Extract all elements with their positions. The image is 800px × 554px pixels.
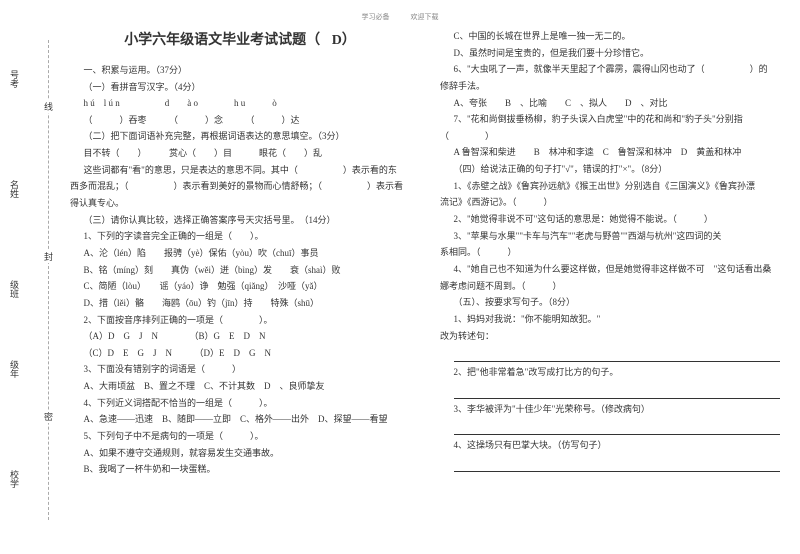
answer-line [454,460,781,472]
answer-line [454,387,781,399]
title-sub: D） [332,33,356,48]
question: 2、下面按音序排列正确的一项是（ ）。 [70,312,410,329]
subsection: （四）给说法正确的句子打"√"，错误的打"×"。（8分） [440,161,780,178]
text-line: 修辞手法。 [440,78,780,95]
text-line: 西多而混乱；（ ）表示看到美好的景物而心情舒畅；（ ）表示看 [70,178,410,195]
subsection: （二）把下面词语补充完整，再根据词语表达的意思填空。（3分） [70,128,410,145]
question: 2、"她觉得非说不可"这句话的意思是：她觉得不能说。（ ） [440,211,780,228]
subsection: （三）请你认真比较，选择正确答案序号天灾括号里。 （14分） [70,212,410,229]
title-text: 小学六年级语文毕业考试试题（ [124,33,320,48]
column-right: C、中国的长城在世界上是唯一独一无二的。 D、虽然时间是宝贵的，但是我们要十分珍… [440,28,780,544]
subsection: （五）、按要求写句子。（8分） [440,294,780,311]
question: 1、《赤壁之战》《鲁宾孙远航》《猴王出世》分别选自《三国演义》《鲁宾孙漂 [440,178,780,195]
question: 1、妈妈对我说："你不能明知故犯。" [440,311,780,328]
question: 3、下面没有错别字的词语是（ ） [70,361,410,378]
pinyin-row: h ú l ú n d à o h u ò [70,95,410,112]
question: 3、"苹果与水果""卡车与汽车""老虎与野兽""西湖与杭州"这四词的关 [440,228,780,245]
binding-char: 线 [44,100,53,113]
question: 5、下列句子中不是病句的一项是（ ）。 [70,428,410,445]
option: D、措（lěi）骼 海鸥（ōu）钓（jīn）持 特殊（shū） [70,295,410,312]
option: （A）D G J N （B）G E D N [70,328,410,345]
option: A 鲁智深和柴进 B 林冲和李逵 C 鲁智深和林冲 D 黄盖和林冲 [440,144,780,161]
question: 4、下列近义词搭配不恰当的一组是（ ）。 [70,395,410,412]
binding-label: 号考 [8,70,21,88]
option: A、夸张 B 、比喻 C 、拟人 D 、对比 [440,95,780,112]
content-area: 小学六年级语文毕业考试试题（ D） 一、积累与运用。（37分） （一）看拼音写汉… [70,28,780,544]
text-line: 系相同。（ ） [440,244,780,261]
question: 7、"花和尚倒拔垂杨柳，豹子头误入白虎堂"中的花和尚和"豹子头"分别指 [440,111,780,128]
binding-label: 校学 [8,470,21,488]
question: 4、这操场只有巴掌大块。（仿写句子） [440,437,780,454]
section-heading: 一、积累与运用。（37分） [70,62,410,79]
page-title: 小学六年级语文毕业考试试题（ D） [70,28,410,54]
subsection: （一）看拼音写汉字。（4分） [70,79,410,96]
question: 1、下列的字读音完全正确的一组是（ ）。 [70,228,410,245]
binding-label: 级班 [8,280,21,298]
option: （C）D E G J N （D）E D G N [70,345,410,362]
binding-label: 名姓 [8,180,21,198]
answer-line [454,350,781,362]
text-line: （ ） [440,128,780,145]
binding-strip: 号考 名姓 级班 级年 校学 线 封 密 [8,40,56,520]
text-line: 目不转（ ） 赏心（ ）目 眼花（ ）乱 [70,145,410,162]
option: A、沦（lén）陷 报骋（yè）保佑（yòu）吹（chuī）事员 [70,245,410,262]
binding-char: 封 [44,250,53,263]
option: C、中国的长城在世界上是唯一独一无二的。 [440,28,780,45]
text-line: 流记》《西游记》。（ ） [440,194,780,211]
text-line: 娜考虑问题不周到。（ ） [440,278,780,295]
question: 6、"大虫吼了一声，就像半天里起了个霹雳，震得山冈也动了（ ）的 [440,61,780,78]
option: B、铭（míng）刻 真伪（wěi）迸（bìng）发 衰（shaì）败 [70,262,410,279]
option: C、简陋（lòu） 谣（yáo）诤 勉强（qiǎng） 沙哑（yǎ） [70,278,410,295]
text-line: 改为转述句： [440,328,780,345]
column-left: 小学六年级语文毕业考试试题（ D） 一、积累与运用。（37分） （一）看拼音写汉… [70,28,410,544]
blank-row: （ ）吞枣 （ ）念 （ ）达 [70,112,410,129]
question: 2、把"他非常着急"改写成打比方的句子。 [440,364,780,381]
header-note: 学习必备 欢迎下载 [362,12,439,22]
question: 4、"她自己也不知道为什么要这样做，但是她觉得非这样做不可 "这句话看出桑 [440,261,780,278]
answer-line [454,423,781,435]
binding-label: 级年 [8,360,21,378]
text-line: 得认真专心。 [70,195,410,212]
question: 3、李华被评为"十佳少年"光荣称号。（修改病句） [440,401,780,418]
option: A、如果不遵守交通规则，就容易发生交通事故。 [70,445,410,462]
option: B、我喝了一杯牛奶和一块蛋糕。 [70,461,410,478]
option: D、虽然时间是宝贵的，但是我们要十分珍惜它。 [440,45,780,62]
option: A、急速——迅速 B、随即——立即 C、格外——出外 D、探望——看望 [70,411,410,428]
text-line: 这些词都有"看"的意思，只是表达的意思不同。其中（ ）表示看的东 [70,162,410,179]
binding-char: 密 [44,410,53,423]
option: A、大雨顷盆 B、置之不理 C、不计其数 D 、良师挚友 [70,378,410,395]
